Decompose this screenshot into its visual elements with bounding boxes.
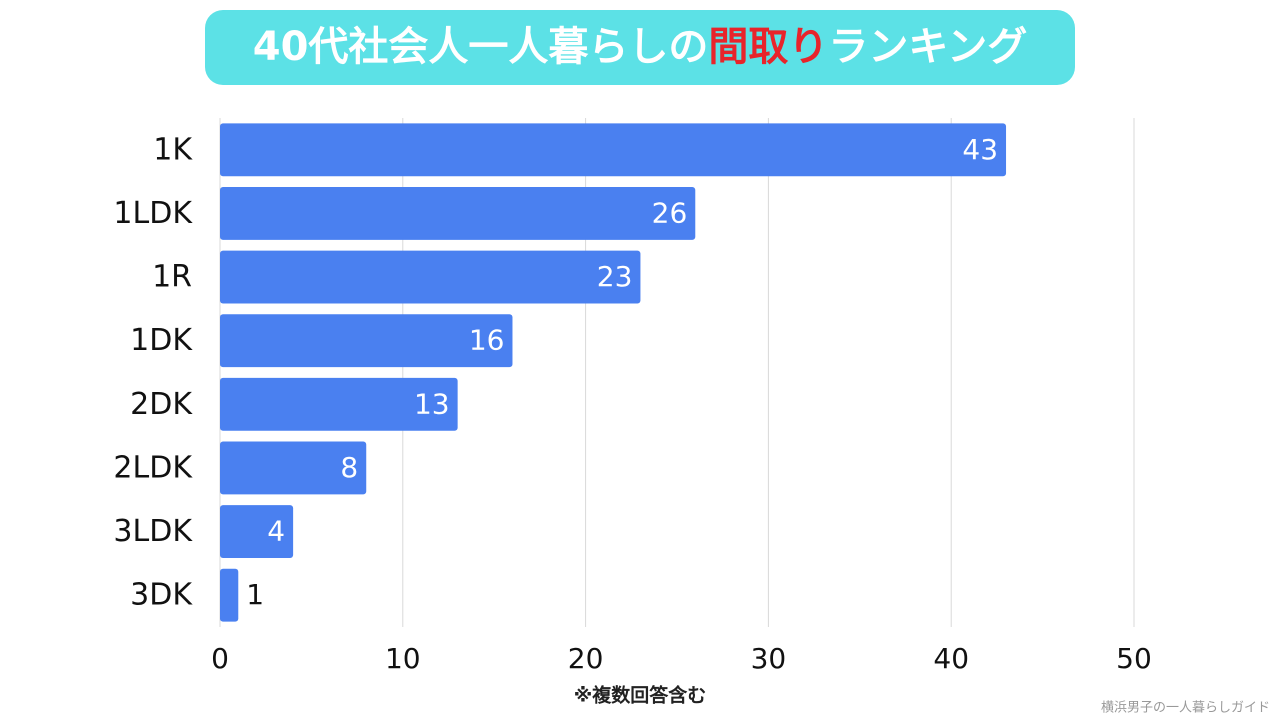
bar	[220, 505, 294, 558]
x-tick-label: 30	[751, 642, 787, 675]
x-tick-label: 50	[1116, 642, 1152, 675]
y-tick-label: 1DK	[130, 323, 193, 358]
bar	[220, 314, 513, 368]
value-label: 8	[340, 451, 358, 484]
title-box	[205, 10, 1075, 85]
note: ※複数回答含む	[574, 684, 706, 707]
value-label: 23	[597, 260, 633, 293]
title-part: ランキング	[828, 24, 1027, 70]
title-part: 間取り	[708, 24, 828, 70]
chart-title: 40代社会人一人暮らしの間取りランキング	[253, 24, 1027, 70]
value-label: 26	[652, 196, 688, 229]
value-label: 43	[962, 133, 998, 166]
title-part: 40代社会人一人暮らしの	[253, 24, 709, 70]
x-tick-label: 40	[933, 642, 969, 675]
value-label: 13	[414, 387, 450, 420]
bar	[220, 568, 239, 622]
bar	[220, 441, 367, 495]
bar	[220, 123, 1007, 177]
value-label: 16	[469, 324, 505, 357]
y-tick-label: 1LDK	[113, 196, 193, 231]
value-label: 4	[267, 515, 285, 548]
y-tick-label: 2DK	[130, 387, 193, 422]
x-tick-label: 20	[568, 642, 604, 675]
bar	[220, 377, 458, 431]
value-label: 1	[246, 578, 264, 611]
bar	[220, 187, 696, 240]
y-tick-label: 1R	[152, 260, 192, 295]
credit: 横浜男子の一人暮らしガイド	[1101, 701, 1270, 716]
y-tick-label: 3LDK	[113, 514, 193, 549]
y-tick-label: 3DK	[130, 578, 193, 613]
y-tick-label: 1K	[153, 132, 193, 167]
x-tick-label: 10	[385, 642, 421, 675]
x-tick-label: 0	[211, 642, 229, 675]
y-tick-label: 2LDK	[113, 450, 193, 485]
bar	[220, 250, 641, 304]
